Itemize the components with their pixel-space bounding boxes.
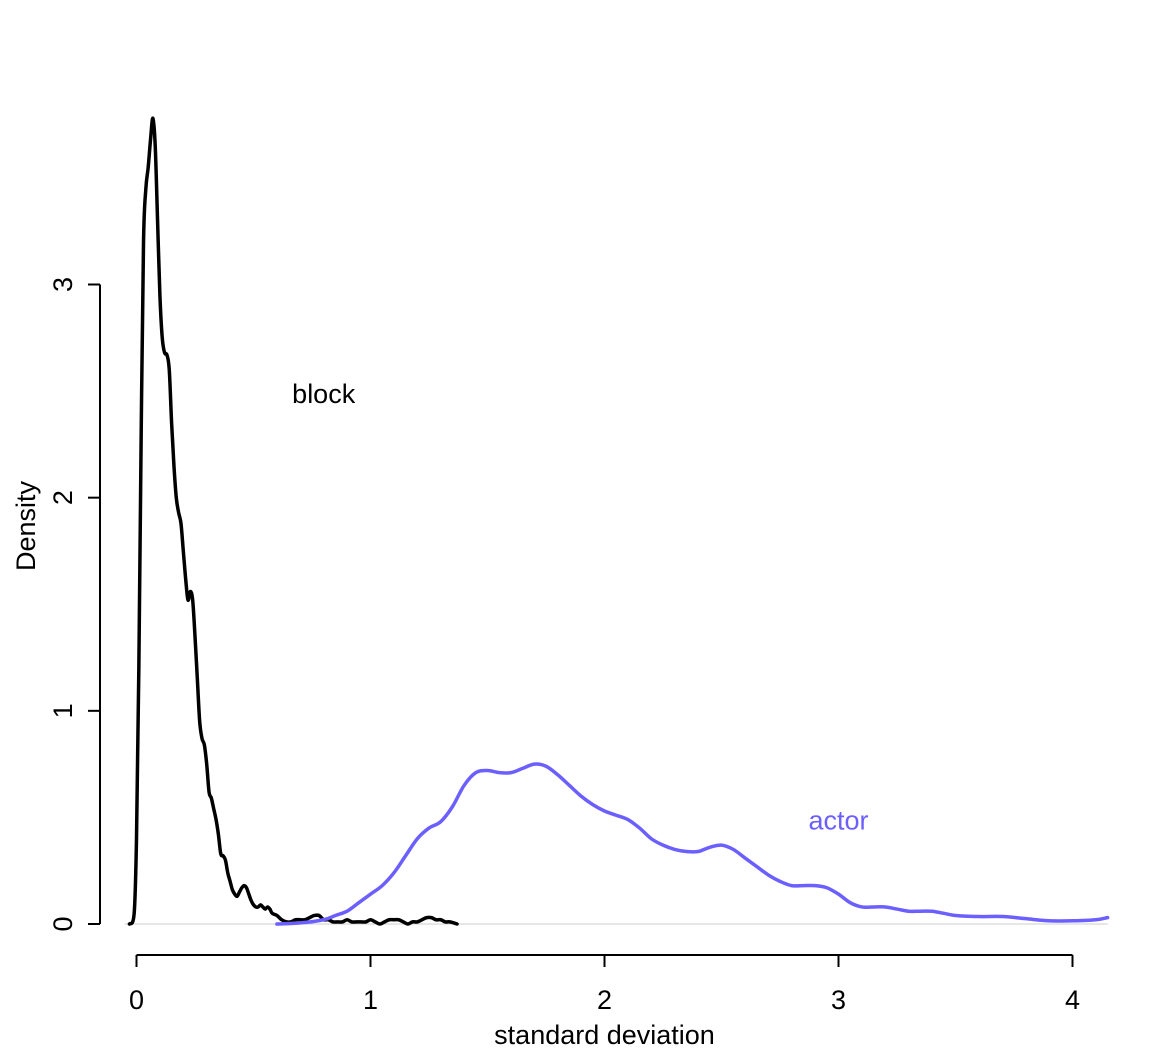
series-label-layer: block actor <box>292 379 868 835</box>
series-layer <box>127 116 1110 926</box>
series-label-actor: actor <box>808 806 868 836</box>
x-tick-label: 4 <box>1065 985 1080 1015</box>
y-axis-label: Density <box>11 480 41 571</box>
x-tick-label: 3 <box>831 985 846 1015</box>
x-tick-label: 2 <box>597 985 612 1015</box>
x-axis: 0 1 2 3 4 <box>129 954 1080 1015</box>
y-tick-label: 0 <box>48 916 78 931</box>
series-label-block: block <box>292 379 356 409</box>
series-line-actor <box>275 762 1110 926</box>
y-axis: 0 1 2 3 <box>48 277 101 932</box>
plot-area: block actor <box>124 116 1110 926</box>
x-tick-label: 0 <box>129 985 144 1015</box>
y-tick-label: 1 <box>48 703 78 718</box>
series-line-block <box>127 116 459 926</box>
y-tick-label: 2 <box>48 490 78 505</box>
x-axis-label: standard deviation <box>494 1020 715 1050</box>
x-tick-label: 1 <box>363 985 378 1015</box>
y-tick-label: 3 <box>48 277 78 292</box>
